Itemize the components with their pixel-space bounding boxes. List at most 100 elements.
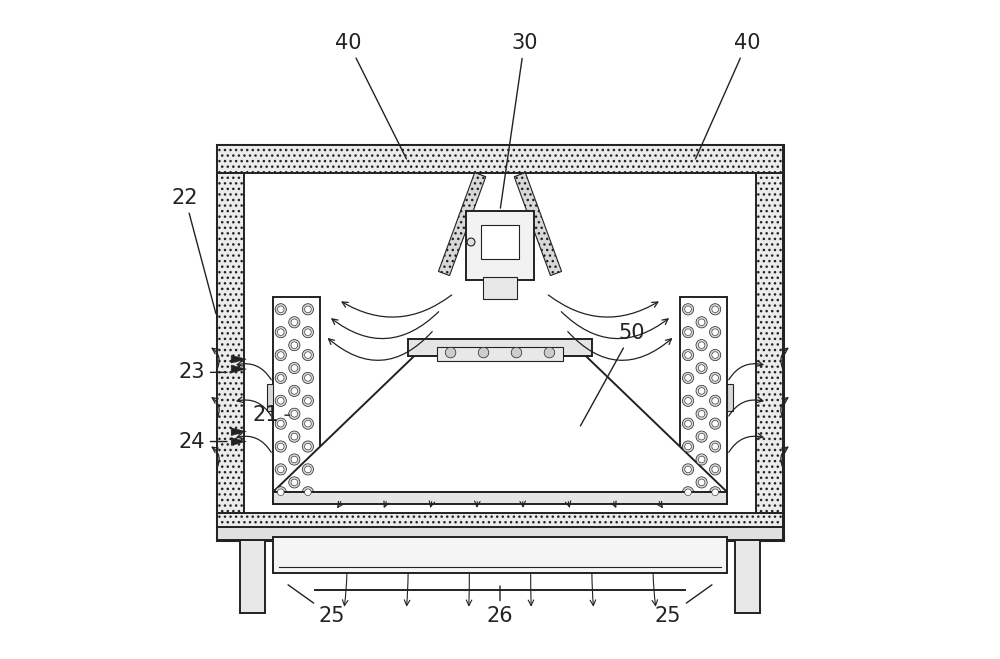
Circle shape bbox=[275, 304, 286, 315]
Circle shape bbox=[291, 411, 298, 417]
Circle shape bbox=[291, 387, 298, 394]
Text: 50: 50 bbox=[580, 323, 645, 426]
Circle shape bbox=[682, 464, 694, 475]
Circle shape bbox=[682, 486, 694, 498]
Circle shape bbox=[682, 395, 694, 407]
Circle shape bbox=[291, 364, 298, 371]
Bar bbox=[273, 492, 727, 504]
Circle shape bbox=[698, 456, 705, 463]
Circle shape bbox=[682, 418, 694, 429]
Circle shape bbox=[696, 386, 707, 397]
Circle shape bbox=[302, 304, 313, 315]
Circle shape bbox=[291, 456, 298, 463]
Circle shape bbox=[696, 431, 707, 442]
Circle shape bbox=[277, 397, 284, 404]
Circle shape bbox=[710, 486, 721, 498]
Circle shape bbox=[685, 374, 691, 381]
Circle shape bbox=[712, 420, 718, 427]
Text: 24: 24 bbox=[178, 432, 227, 451]
Bar bbox=[217, 145, 783, 173]
Circle shape bbox=[289, 431, 300, 442]
Circle shape bbox=[696, 477, 707, 488]
Circle shape bbox=[712, 374, 718, 381]
Circle shape bbox=[710, 464, 721, 475]
Circle shape bbox=[685, 397, 691, 404]
Circle shape bbox=[682, 372, 694, 384]
Text: 21: 21 bbox=[253, 405, 290, 425]
Circle shape bbox=[275, 327, 286, 338]
Circle shape bbox=[467, 238, 475, 246]
Circle shape bbox=[289, 386, 300, 397]
Circle shape bbox=[289, 317, 300, 328]
Circle shape bbox=[302, 327, 313, 338]
Circle shape bbox=[685, 444, 691, 450]
Circle shape bbox=[478, 347, 489, 358]
Circle shape bbox=[302, 441, 313, 452]
Circle shape bbox=[685, 420, 691, 427]
Circle shape bbox=[277, 306, 284, 312]
Circle shape bbox=[277, 466, 284, 473]
Circle shape bbox=[696, 317, 707, 328]
Circle shape bbox=[289, 408, 300, 419]
Circle shape bbox=[698, 364, 705, 371]
Circle shape bbox=[291, 434, 298, 440]
Bar bbox=[273, 537, 727, 573]
Circle shape bbox=[289, 477, 300, 488]
Circle shape bbox=[544, 347, 555, 358]
Bar bbox=[466, 211, 534, 280]
Circle shape bbox=[712, 444, 718, 450]
Circle shape bbox=[305, 397, 311, 404]
Circle shape bbox=[305, 374, 311, 381]
Circle shape bbox=[682, 349, 694, 360]
Circle shape bbox=[511, 347, 522, 358]
Circle shape bbox=[289, 362, 300, 374]
Text: 22: 22 bbox=[172, 188, 216, 314]
Bar bbox=[680, 297, 727, 504]
Circle shape bbox=[698, 342, 705, 349]
Circle shape bbox=[302, 395, 313, 407]
Circle shape bbox=[289, 454, 300, 465]
Circle shape bbox=[445, 347, 456, 358]
Bar bbox=[267, 384, 273, 411]
Polygon shape bbox=[231, 438, 246, 445]
Circle shape bbox=[302, 372, 313, 384]
Circle shape bbox=[685, 489, 691, 496]
Circle shape bbox=[698, 319, 705, 326]
Circle shape bbox=[275, 395, 286, 407]
Polygon shape bbox=[231, 355, 246, 363]
Polygon shape bbox=[514, 173, 562, 275]
Polygon shape bbox=[231, 365, 246, 373]
Circle shape bbox=[712, 466, 718, 473]
Circle shape bbox=[698, 479, 705, 486]
Circle shape bbox=[698, 434, 705, 440]
Bar bbox=[437, 347, 563, 361]
Text: 25: 25 bbox=[288, 585, 345, 626]
Bar bbox=[217, 527, 783, 540]
Bar bbox=[483, 277, 517, 299]
Circle shape bbox=[710, 349, 721, 360]
Circle shape bbox=[698, 411, 705, 417]
Circle shape bbox=[685, 352, 691, 358]
Circle shape bbox=[682, 327, 694, 338]
Circle shape bbox=[698, 387, 705, 394]
Bar bbox=[727, 384, 733, 411]
Text: 25: 25 bbox=[655, 585, 712, 626]
Circle shape bbox=[291, 342, 298, 349]
Bar bbox=[273, 297, 320, 504]
Circle shape bbox=[302, 418, 313, 429]
Circle shape bbox=[710, 395, 721, 407]
Bar bbox=[244, 173, 756, 513]
Text: 40: 40 bbox=[335, 33, 406, 159]
Circle shape bbox=[277, 444, 284, 450]
Circle shape bbox=[291, 479, 298, 486]
Circle shape bbox=[710, 304, 721, 315]
Circle shape bbox=[275, 372, 286, 384]
Text: 40: 40 bbox=[696, 33, 760, 159]
Text: 23: 23 bbox=[178, 362, 227, 382]
Circle shape bbox=[710, 441, 721, 452]
Circle shape bbox=[682, 441, 694, 452]
Circle shape bbox=[302, 349, 313, 360]
Circle shape bbox=[305, 352, 311, 358]
Circle shape bbox=[302, 486, 313, 498]
Polygon shape bbox=[273, 356, 727, 492]
